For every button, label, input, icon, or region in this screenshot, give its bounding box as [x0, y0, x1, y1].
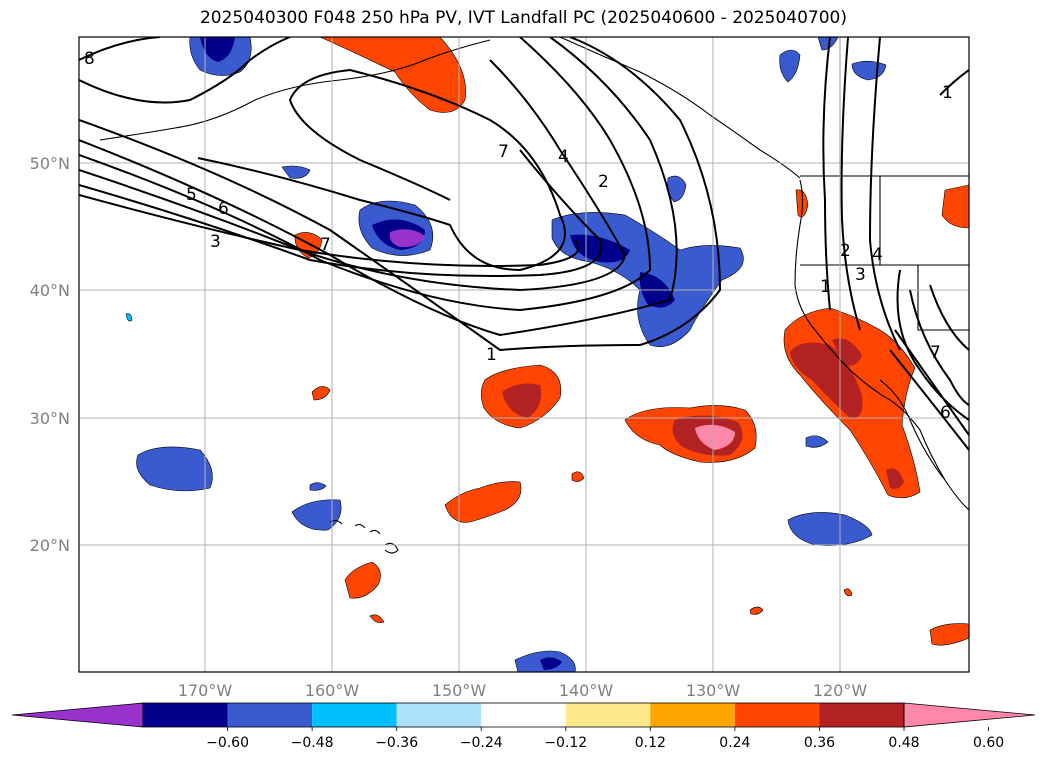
colorbar-tick-label: −0.48 — [291, 735, 334, 751]
colorbar-segment — [650, 703, 735, 727]
colorbar-segment — [396, 703, 482, 727]
colorbar-tick-label: 0.24 — [719, 735, 750, 751]
map-border — [78, 36, 970, 673]
contour-label: 6 — [218, 199, 229, 219]
positive-pv-blob — [311, 386, 331, 401]
contour-label: 3 — [855, 265, 866, 285]
positive-pv-core — [886, 468, 904, 490]
contour-label: 2 — [840, 241, 851, 261]
lon-label: 130°W — [686, 681, 741, 700]
latitude-labels: 50°N 40°N 30°N 20°N — [30, 154, 70, 555]
lon-label: 160°W — [305, 681, 360, 700]
graticule — [79, 37, 969, 672]
colorbar-tick-label: −0.12 — [544, 735, 587, 751]
alaska-coast — [99, 39, 491, 141]
positive-pv-blob — [843, 588, 853, 597]
coastlines — [99, 37, 969, 554]
negative-pv-core — [540, 657, 562, 670]
contour-label: 7 — [930, 343, 941, 363]
contour-line — [822, 37, 969, 451]
colorbar-tick-label: 0.36 — [804, 735, 835, 751]
colorbar-segment — [143, 703, 228, 727]
colorbar-tick-label: 0.48 — [888, 735, 919, 751]
contour-line — [79, 149, 603, 277]
positive-pv-blob — [344, 561, 381, 599]
negative-pv-blob — [291, 499, 342, 531]
colorbar-extend-high — [903, 702, 1036, 728]
negative-pv-core — [570, 234, 630, 263]
pacific-nw-coast — [794, 179, 969, 511]
positive-pv-core — [502, 383, 542, 418]
contour-line — [197, 68, 566, 272]
ivt-contours — [79, 37, 969, 451]
colorbar-segment — [481, 703, 566, 727]
colorbar-tick-label: −0.60 — [206, 735, 249, 751]
colorbar-segment — [312, 703, 397, 727]
negative-pv-blob — [125, 313, 133, 322]
lon-label: 150°W — [432, 681, 487, 700]
lat-label: 30°N — [30, 409, 70, 428]
positive-pv-blob — [749, 606, 764, 615]
contour-label: 5 — [186, 185, 197, 205]
contour-label: 1 — [820, 277, 831, 297]
colorbar-extend-low — [11, 702, 144, 728]
contour-label: 6 — [940, 403, 951, 423]
contour-label: 1 — [486, 345, 497, 365]
contour-line — [79, 37, 291, 104]
colorbar: −0.60 −0.48 −0.36 −0.24 −0.12 0.12 0.24 0.36 0.4… — [11, 702, 1036, 751]
baja-coast — [879, 379, 946, 481]
positive-pv-blob — [444, 481, 522, 523]
colorbar-segment — [227, 703, 313, 727]
colorbar-tick-label: −0.24 — [460, 735, 503, 751]
positive-pv-blob — [571, 471, 585, 482]
lon-label: 170°W — [178, 681, 233, 700]
colorbar-segment — [565, 703, 651, 727]
contour-label: 3 — [210, 232, 221, 252]
positive-pv-center — [695, 424, 735, 450]
negative-pv-blob — [281, 165, 311, 179]
contour-label: 1 — [942, 83, 953, 103]
contour-label: 7 — [498, 142, 509, 162]
negative-pv-blob — [787, 512, 873, 546]
lon-label: 140°W — [559, 681, 614, 700]
contour-line — [79, 37, 652, 312]
colorbar-segment — [819, 703, 904, 727]
contour-label: 4 — [558, 147, 569, 167]
contour-labels: 1 2 3 4 5 6 7 7 1 2 3 4 6 7 1 8 — [84, 49, 953, 423]
map-title: 2025040300 F048 250 hPa PV, IVT Landfall… — [199, 8, 847, 28]
longitude-labels: 170°W 160°W 150°W 140°W 130°W 120°W — [178, 681, 868, 700]
colorbar-outline — [142, 702, 905, 728]
contour-line — [79, 37, 722, 352]
lat-label: 50°N — [30, 154, 70, 173]
positive-pv-blob — [369, 614, 385, 624]
contour-label: 7 — [320, 235, 331, 255]
negative-pv-blob — [136, 446, 213, 492]
contour-line — [939, 69, 969, 96]
negative-pv-blob — [309, 482, 327, 491]
contour-line — [79, 59, 627, 292]
colorbar-tick-label: 0.60 — [973, 735, 1004, 751]
colorbar-segment — [734, 703, 820, 727]
contour-label: 2 — [598, 172, 609, 192]
colorbar-tick-label: −0.36 — [375, 735, 418, 751]
alaska-panhandle — [559, 37, 801, 179]
contour-line — [79, 37, 678, 337]
positive-pv-blob — [929, 623, 969, 646]
negative-pv-core — [200, 37, 235, 62]
contour-label: 8 — [84, 49, 95, 69]
contour-line — [79, 194, 580, 267]
lat-label: 40°N — [30, 281, 70, 300]
negative-pv-blob — [779, 49, 801, 83]
us-state-borders — [800, 37, 969, 331]
hawaii-islands — [329, 519, 399, 554]
negative-pv-blob — [805, 435, 829, 448]
lat-label: 20°N — [30, 536, 70, 555]
lon-label: 120°W — [813, 681, 868, 700]
negative-pv-center — [389, 229, 425, 248]
colorbar-tick-label: 0.12 — [635, 735, 666, 751]
contour-label: 4 — [872, 245, 883, 265]
